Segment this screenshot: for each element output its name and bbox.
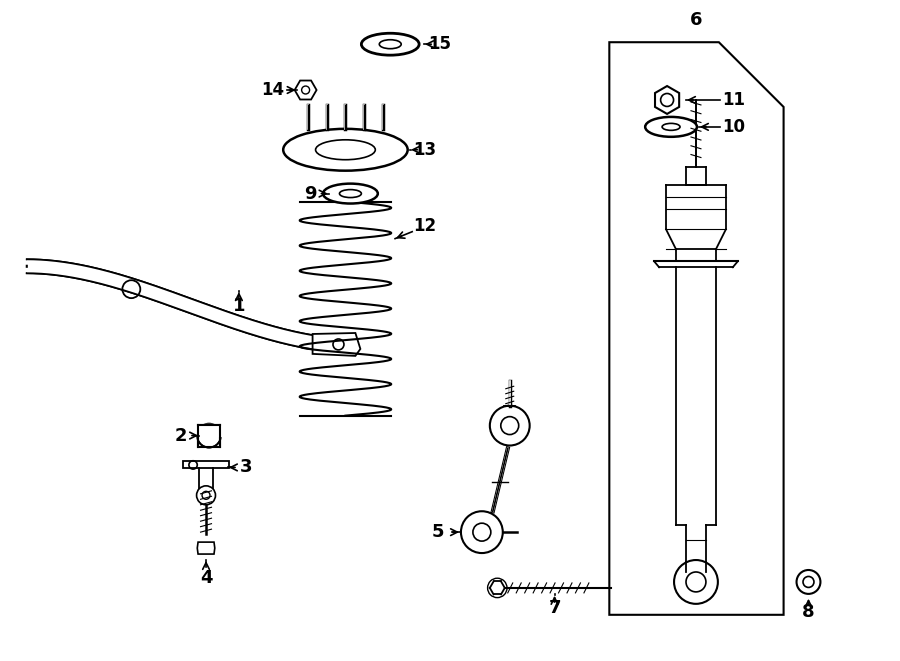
Polygon shape [294,81,317,100]
Text: 11: 11 [723,91,745,109]
Ellipse shape [323,184,378,204]
Ellipse shape [362,33,419,55]
Circle shape [674,560,718,604]
Text: 3: 3 [239,459,252,477]
Text: 12: 12 [413,217,436,235]
Ellipse shape [645,117,697,137]
Text: 1: 1 [232,297,245,315]
Circle shape [796,570,821,594]
Text: 2: 2 [175,426,187,445]
Circle shape [196,486,215,505]
Polygon shape [196,424,222,436]
Bar [198,424,220,447]
Polygon shape [197,542,215,554]
Polygon shape [312,333,360,356]
Text: 9: 9 [304,184,317,202]
Text: 15: 15 [428,35,452,53]
Text: 14: 14 [261,81,284,99]
Polygon shape [27,259,356,353]
Text: 8: 8 [802,603,814,621]
Circle shape [490,406,530,446]
Ellipse shape [284,129,408,171]
Polygon shape [183,461,229,469]
Text: 10: 10 [723,118,745,136]
Polygon shape [655,86,680,114]
Text: 7: 7 [548,599,561,617]
Text: 6: 6 [689,11,702,29]
Circle shape [461,511,503,553]
Text: 13: 13 [413,141,436,159]
Text: 5: 5 [432,523,445,541]
Text: 4: 4 [200,569,212,587]
